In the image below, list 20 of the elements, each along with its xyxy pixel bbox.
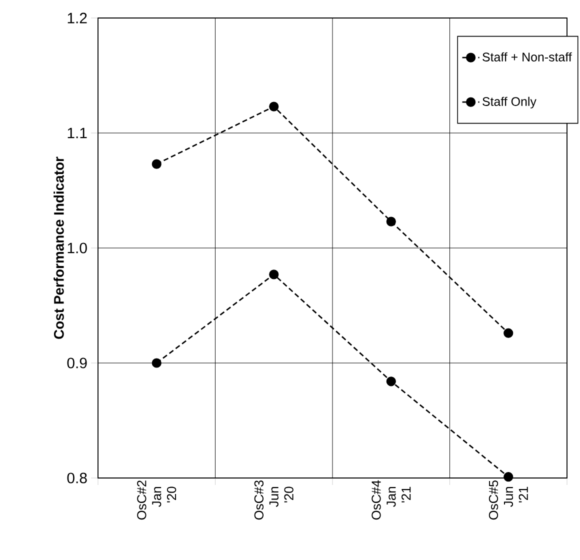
legend-label: Staff Only [482, 96, 536, 108]
point [386, 216, 396, 226]
y-tick-label: 1.2 [68, 12, 87, 24]
y-tick-label: 1.1 [68, 128, 87, 138]
legend-label: Staff + Non-staff [482, 52, 572, 62]
y-tick-label: 0.8 [67, 472, 87, 484]
x-tick-label: OsC#5 Jun '21 [488, 480, 528, 520]
y-tick-label: 1.0 [68, 242, 87, 254]
point [152, 159, 162, 169]
x-tick-label: OsC#2 Jan '20 [137, 480, 176, 520]
y-axis-title: Cost Performance Indicator [54, 156, 64, 339]
point [152, 358, 162, 368]
x-tick-label: OsC#3 Jun '20 [254, 480, 294, 520]
point [504, 472, 514, 482]
point [269, 270, 279, 280]
point [269, 102, 279, 112]
y-tick-label: 0.9 [67, 358, 87, 368]
x-tick-label: OsC#4 Jan '21 [372, 480, 411, 520]
point [504, 328, 514, 338]
point [386, 376, 396, 386]
